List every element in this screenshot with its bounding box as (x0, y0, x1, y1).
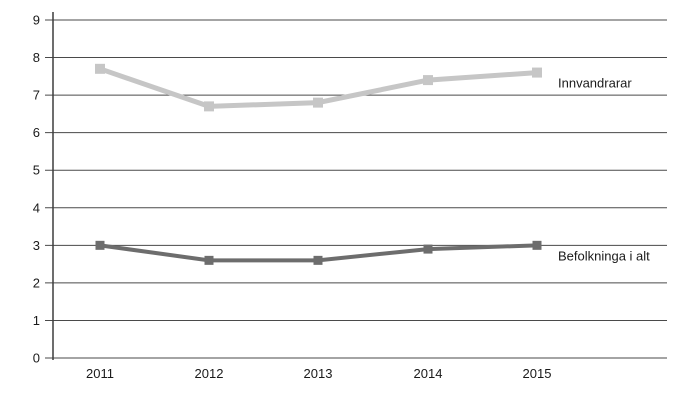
y-tick-label: 2 (33, 275, 40, 290)
y-tick-label: 9 (33, 13, 40, 28)
data-point-marker-innvandrarar (95, 63, 105, 74)
x-tick-label: 2015 (523, 366, 552, 381)
data-point-marker-befolkninga-i-alt (95, 240, 105, 250)
data-point-marker-befolkninga-i-alt (313, 255, 323, 265)
y-tick-label: 0 (33, 351, 40, 366)
series-label-befolkninga-i-alt: Befolkninga i alt (558, 248, 650, 263)
data-point-marker-befolkninga-i-alt (204, 255, 214, 265)
y-tick-label: 3 (33, 238, 40, 253)
data-point-marker-innvandrarar (532, 67, 542, 78)
data-point-marker-innvandrarar (313, 97, 323, 108)
y-tick-label: 4 (33, 200, 40, 215)
x-tick-label: 2013 (304, 366, 333, 381)
x-tick-label: 2014 (414, 366, 443, 381)
y-tick-label: 7 (33, 88, 40, 103)
data-point-marker-befolkninga-i-alt (423, 244, 433, 254)
x-tick-label: 2012 (195, 366, 224, 381)
y-tick-label: 8 (33, 50, 40, 65)
y-tick-label: 5 (33, 163, 40, 178)
y-tick-label: 6 (33, 125, 40, 140)
y-tick-label: 1 (33, 313, 40, 328)
data-point-marker-innvandrarar (423, 75, 433, 86)
series-label-innvandrarar: Innvandrarar (558, 76, 632, 91)
data-point-marker-befolkninga-i-alt (532, 240, 542, 250)
x-tick-label: 2011 (86, 366, 114, 381)
data-point-marker-innvandrarar (204, 101, 214, 112)
